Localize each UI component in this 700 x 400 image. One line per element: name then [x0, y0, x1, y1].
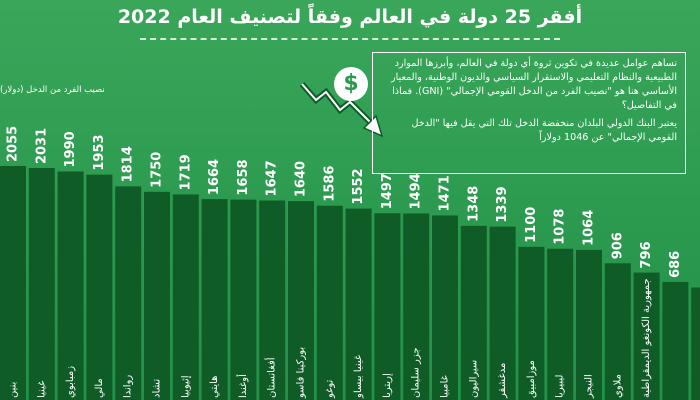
data-label: 1719 — [178, 154, 193, 190]
bar — [403, 213, 430, 400]
data-label: 906 — [610, 232, 625, 259]
info-box: تساهم عوامل عديدة في تكوين ثروة أي دولة … — [372, 52, 686, 174]
bar — [691, 287, 700, 400]
category-label: زمبابوي — [65, 366, 76, 398]
category-label: إريتريا — [382, 373, 393, 398]
title-divider — [140, 38, 560, 40]
bar — [288, 201, 314, 400]
data-label: 2055 — [6, 126, 21, 162]
data-label: 1078 — [553, 209, 568, 245]
category-label: غينيا — [36, 381, 47, 398]
category-label: جمهورية الكونغو الديمقراطية — [641, 278, 652, 398]
category-label: بوركينا فاسو — [296, 347, 307, 399]
category-label: مالي — [94, 378, 105, 398]
data-label: 1339 — [495, 186, 510, 222]
bar — [144, 191, 170, 400]
bar — [57, 171, 84, 400]
category-label: ليبيريا — [555, 375, 566, 398]
category-label: أوغندا — [236, 374, 249, 398]
dollar-icon: $ — [334, 67, 368, 101]
bar — [432, 215, 458, 400]
bar — [259, 200, 286, 400]
bar — [547, 248, 574, 400]
bar — [374, 213, 401, 400]
data-label: 686 — [668, 251, 683, 278]
bar — [662, 281, 689, 400]
category-label: إثيوبيا — [180, 375, 191, 398]
category-label: توغو — [324, 379, 335, 399]
bar — [604, 263, 631, 400]
down-trend-arrow-icon — [300, 82, 384, 138]
data-label: 1348 — [466, 186, 481, 222]
bar — [576, 249, 602, 400]
data-label: 1640 — [294, 161, 309, 197]
info-paragraph-1: تساهم عوامل عديدة في تكوين ثروة أي دولة … — [391, 58, 677, 111]
bar — [0, 166, 26, 400]
bar — [489, 226, 516, 400]
data-label: 2031 — [34, 128, 49, 164]
category-label: بنين — [8, 382, 19, 398]
category-label: سيراليون — [468, 360, 479, 398]
data-label: 1586 — [322, 166, 337, 202]
category-label: بوروندي — [699, 365, 700, 398]
category-label: هايتي — [209, 376, 220, 398]
bar — [115, 186, 142, 400]
bar — [345, 208, 372, 400]
category-label: غامبيا — [440, 375, 451, 398]
category-label: رواندا — [123, 375, 134, 398]
y-axis-label: نصيب الفرد من الدخل (دولار) — [0, 85, 105, 95]
bar — [633, 272, 660, 400]
info-paragraph-2: يعتبر البنك الدولي البلدان منخفضة الدخل … — [411, 118, 677, 143]
data-label: 1750 — [150, 152, 165, 188]
bar — [201, 199, 228, 400]
bar — [28, 168, 55, 400]
chart-title: أفقر 25 دولة في العالم وفقاً لتصنيف العا… — [117, 6, 583, 28]
bar — [86, 174, 113, 400]
category-label: مدغشقر — [497, 363, 508, 399]
data-label: 1664 — [207, 159, 222, 195]
data-label: 1953 — [92, 134, 107, 170]
data-label: 1497 — [380, 173, 395, 209]
bar — [316, 205, 343, 400]
category-label: النيجر — [584, 374, 595, 399]
data-label: 1552 — [351, 168, 366, 204]
data-label: 1494 — [409, 173, 424, 209]
category-label: ملاوي — [612, 374, 623, 398]
category-label: جزر سليمان — [411, 347, 422, 398]
data-label: 1990 — [63, 131, 78, 167]
data-label: 1814 — [121, 146, 136, 182]
data-label: 1471 — [438, 175, 453, 211]
data-label: 1064 — [582, 210, 597, 246]
bar — [460, 225, 487, 400]
data-label: 796 — [639, 241, 654, 268]
bar — [518, 246, 545, 400]
data-label: 1647 — [265, 160, 280, 196]
category-label: أفغانستان — [265, 357, 278, 398]
bar — [172, 194, 199, 400]
bar — [230, 199, 257, 400]
category-label: تشاد — [152, 379, 163, 398]
category-label: غينيا بيساو — [353, 355, 364, 399]
data-label: 1658 — [236, 159, 251, 195]
category-label: موزامبيق — [526, 360, 537, 398]
data-label: 1100 — [524, 207, 539, 243]
